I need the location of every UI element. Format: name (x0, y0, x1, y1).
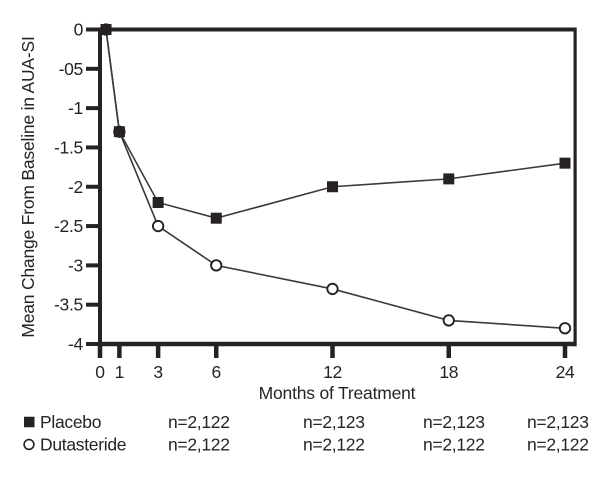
y-tick-label: -2 (68, 177, 83, 197)
y-tick-mark (86, 27, 100, 32)
legend-filled-square-icon (24, 416, 35, 428)
y-tick-label: -4 (68, 334, 84, 354)
x-tick-mark (446, 344, 451, 358)
y-tick-mark (86, 184, 100, 189)
y-tick-mark (86, 106, 100, 111)
marker-placebo-filled-square (210, 212, 222, 224)
marker-placebo-filled-square (152, 196, 164, 208)
y-tick-mark (86, 66, 100, 71)
right-border (573, 27, 577, 347)
x-tick-mark (562, 344, 568, 358)
marker-dutasteride-open-circle (210, 259, 223, 272)
x-tick-label: 3 (153, 362, 162, 382)
legend-count-dutasteride: n=2,122 (423, 435, 485, 455)
series-line-dutasteride (105, 29, 566, 330)
y-tick-label: 0 (74, 20, 84, 40)
legend-label-dutasteride: Dutasteride (40, 435, 126, 455)
marker-dutasteride-open-circle (326, 282, 339, 296)
marker-placebo-filled-square (113, 126, 125, 138)
marker-placebo-filled-square (327, 181, 338, 193)
y-ticks: 0 -05 -1 -1.5 -2 -2.5 -3 -3.5 -4 (54, 20, 100, 354)
legend-count-placebo: n=2,123 (303, 412, 365, 432)
marker-placebo-filled-square (443, 173, 455, 185)
legend-open-circle-icon (23, 438, 35, 451)
y-tick-label: -2.5 (54, 216, 83, 236)
x-axis-line (98, 341, 577, 347)
x-tick-label: 18 (439, 362, 458, 382)
y-tick-mark (86, 342, 100, 346)
legend-count-placebo: n=2,123 (423, 412, 485, 432)
y-tick-mark (86, 224, 100, 229)
x-tick-label: 24 (556, 362, 575, 382)
marker-placebo-filled-square (100, 24, 112, 35)
x-tick-mark (117, 344, 122, 358)
x-tick-mark (155, 344, 161, 358)
legend-count-placebo: n=2,123 (527, 412, 589, 432)
legend-label-placebo: Placebo (40, 412, 101, 432)
legend-count-placebo: n=2,122 (168, 412, 230, 432)
x-tick-label: 12 (323, 362, 342, 382)
legend-table: Placebo n=2,122 n=2,123 n=2,123 n=2,123 Dutas… (23, 412, 589, 455)
y-tick-mark (86, 263, 100, 268)
y-tick-label: -1.5 (54, 137, 83, 157)
x-tick-label: 6 (212, 362, 221, 382)
y-tick-label: -3.5 (54, 295, 83, 315)
legend-count-dutasteride: n=2,122 (303, 435, 365, 455)
marker-placebo-filled-square (559, 157, 571, 169)
x-tick-mark (214, 344, 219, 358)
x-ticks: 0 1 3 6 12 18 24 (95, 344, 575, 382)
x-tick-label: 0 (95, 362, 105, 382)
y-tick-label: -3 (68, 255, 83, 275)
plot-series (99, 23, 572, 335)
x-tick-mark (97, 344, 103, 358)
x-tick-label: 1 (115, 362, 124, 382)
y-tick-label: -1 (68, 98, 83, 118)
y-tick-mark (86, 302, 100, 307)
legend-count-dutasteride: n=2,122 (527, 435, 589, 455)
x-axis-title: Months of Treatment (259, 383, 416, 403)
top-border (98, 27, 577, 32)
y-axis-title: Mean Change From Baseline in AUA-SI (18, 36, 38, 337)
marker-dutasteride-open-circle (151, 219, 165, 233)
marker-dutasteride-open-circle (558, 322, 572, 335)
legend-count-dutasteride: n=2,122 (168, 435, 230, 455)
y-tick-mark (86, 145, 100, 150)
x-tick-mark (330, 344, 335, 358)
y-tick-label: -05 (59, 59, 83, 79)
marker-dutasteride-open-circle (442, 314, 455, 327)
